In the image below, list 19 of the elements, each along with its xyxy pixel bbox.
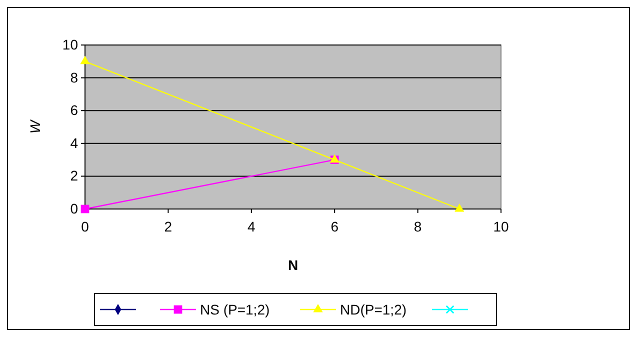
point [454, 203, 464, 212]
point [80, 204, 90, 214]
y-tick-label: 6 [70, 102, 78, 118]
y-tick-label: 8 [70, 69, 78, 86]
x-axis-title: N [288, 257, 298, 273]
legend-label: NS (P=1;2) [200, 302, 270, 318]
x-tick-label: 8 [414, 218, 422, 234]
y-tick-label: 0 [70, 200, 78, 216]
legend-label: ND(P=1;2) [340, 302, 407, 318]
y-axis-title: W [27, 118, 43, 134]
x-tick-label: 2 [164, 218, 172, 234]
x-tick-label: 6 [330, 218, 339, 234]
y-tick-label: 10 [62, 36, 78, 52]
y-tick-label: 2 [70, 168, 78, 184]
x-tick-label: 10 [493, 218, 509, 234]
x-tick-label: 4 [248, 218, 256, 234]
point [80, 56, 90, 64]
y-tick-label: 4 [70, 134, 78, 151]
x-tick-label: 0 [81, 218, 90, 234]
